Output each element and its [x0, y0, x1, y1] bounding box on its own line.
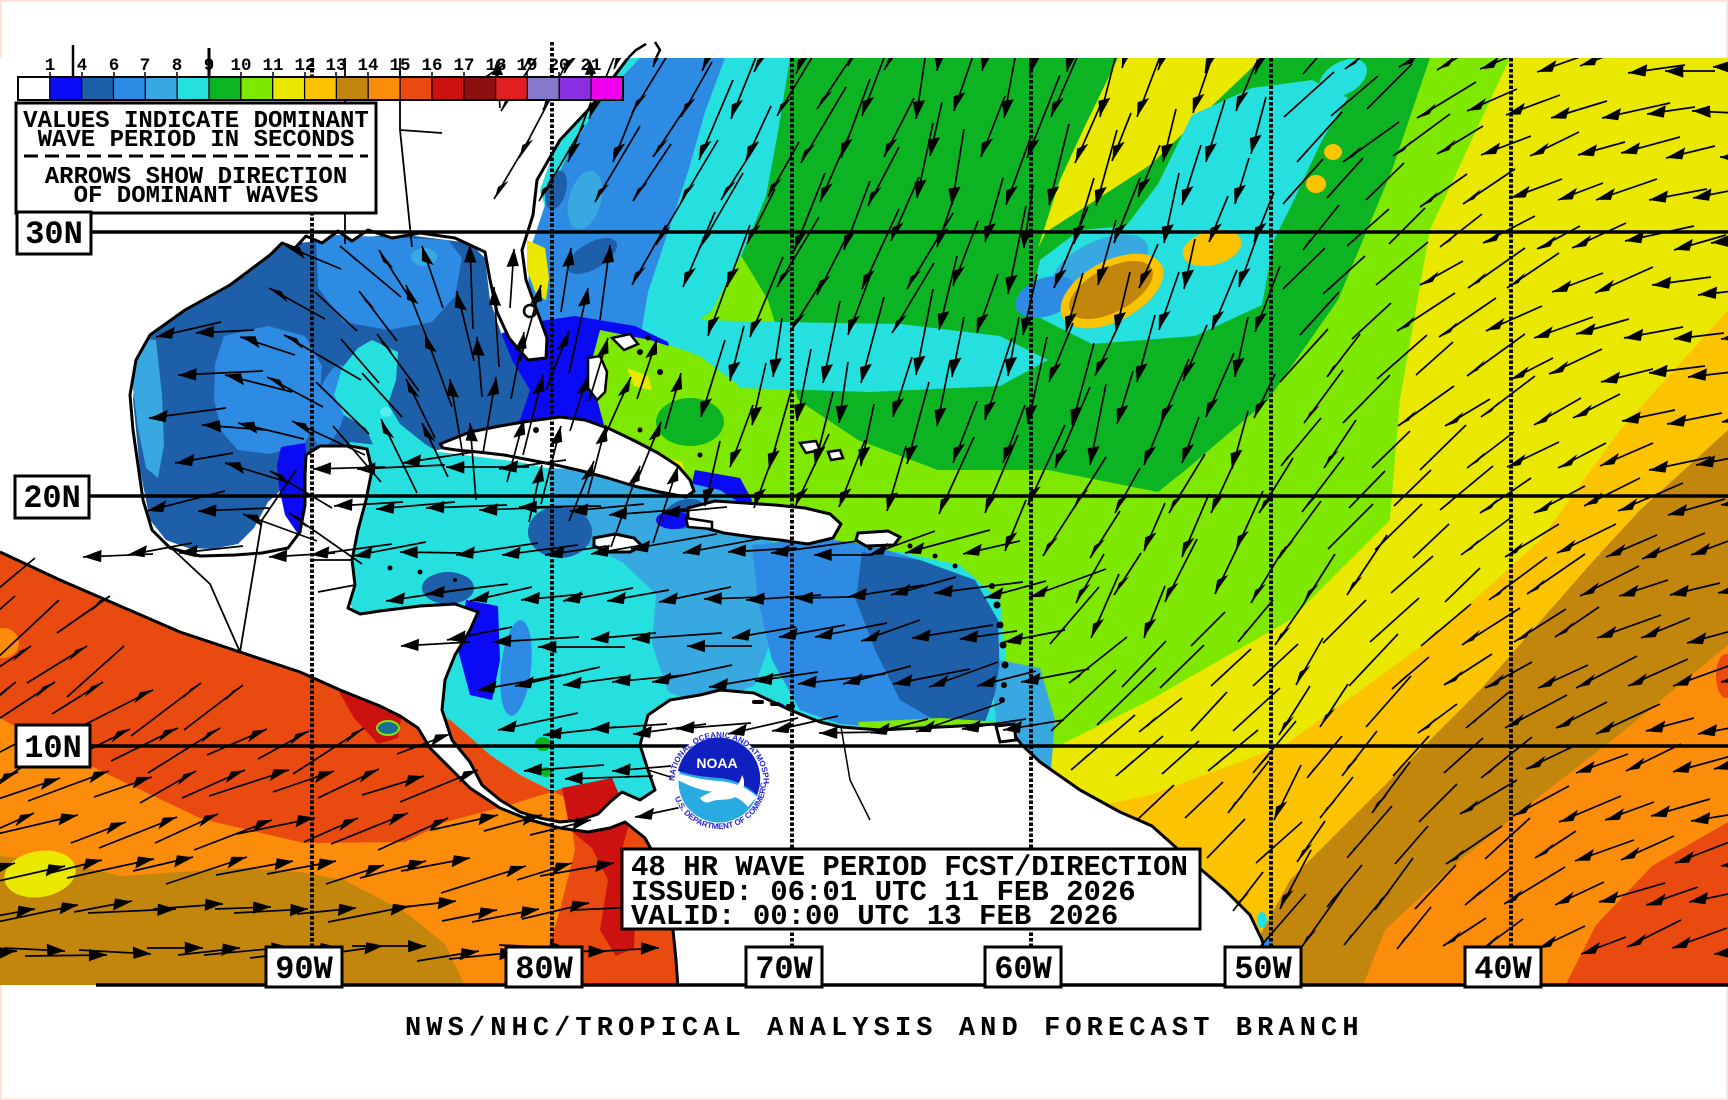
svg-text:60W: 60W [994, 951, 1052, 988]
svg-text:12: 12 [294, 56, 315, 76]
svg-text:OF DOMINANT WAVES: OF DOMINANT WAVES [74, 183, 319, 210]
svg-text:20: 20 [548, 56, 569, 76]
svg-text:20N: 20N [23, 480, 81, 517]
svg-text:ARROWS SHOW DIRECTION: ARROWS SHOW DIRECTION [45, 164, 347, 191]
svg-text:NOAA: NOAA [696, 755, 737, 771]
svg-text:ISSUED: 06:01 UTC 11 FEB 2026: ISSUED: 06:01 UTC 11 FEB 2026 [631, 876, 1136, 909]
svg-text:11: 11 [262, 56, 283, 76]
svg-text:19: 19 [516, 56, 537, 76]
svg-text:48 HR WAVE PERIOD FCST/DIRECTI: 48 HR WAVE PERIOD FCST/DIRECTION [631, 851, 1188, 884]
svg-text:90W: 90W [275, 951, 333, 988]
svg-text:6: 6 [109, 56, 120, 76]
svg-text:4: 4 [77, 56, 88, 76]
svg-text:8: 8 [172, 56, 183, 76]
svg-text:NWS/NHC/TROPICAL ANALYSIS AND: NWS/NHC/TROPICAL ANALYSIS AND FORECAST B… [405, 1014, 1364, 1044]
svg-text:18: 18 [485, 56, 506, 76]
svg-text:VALUES INDICATE DOMINANT: VALUES INDICATE DOMINANT [23, 108, 369, 135]
svg-text:9: 9 [204, 56, 215, 76]
svg-text:16: 16 [421, 56, 442, 76]
svg-text:VALID: 00:00 UTC 13 FEB 2026: VALID: 00:00 UTC 13 FEB 2026 [631, 900, 1118, 933]
svg-text:WAVE PERIOD IN SECONDS: WAVE PERIOD IN SECONDS [38, 127, 355, 154]
svg-text:7: 7 [140, 56, 151, 76]
svg-text:15: 15 [389, 56, 410, 76]
svg-text:40W: 40W [1474, 951, 1532, 988]
svg-text:14: 14 [357, 56, 378, 76]
svg-text:70W: 70W [755, 951, 813, 988]
svg-text:1: 1 [45, 56, 56, 76]
svg-text:21: 21 [580, 56, 601, 76]
svg-text:10N: 10N [24, 730, 82, 767]
svg-text:80W: 80W [515, 951, 573, 988]
svg-text:10: 10 [230, 56, 251, 76]
svg-text:50W: 50W [1234, 951, 1292, 988]
svg-text:17: 17 [453, 56, 474, 76]
svg-text:30N: 30N [25, 216, 83, 253]
svg-text:13: 13 [325, 56, 346, 76]
